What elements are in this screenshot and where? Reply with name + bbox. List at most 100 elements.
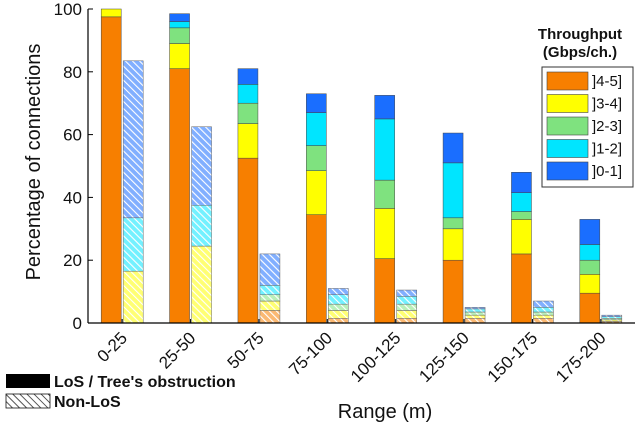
bar-los-150-175-4-5 [511,253,532,324]
bar-nlos-hatch-overlay [191,126,212,206]
bar-los-125-150-1-2 [442,162,464,219]
legend-swatch [546,139,589,158]
bar-los-150-175-0-1 [511,172,532,193]
bar-nlos-hatch-overlay [464,311,486,316]
bar-nlos-hatch-overlay [328,294,349,305]
legend-entry: ]4-5] [592,73,622,90]
bar-nlos-hatch-overlay [533,300,554,308]
bar-nlos-hatch-overlay [396,296,417,305]
bar-los-50-75-2-3 [237,102,259,124]
bar-los-0-25-3-4 [100,8,122,18]
legend-title-line1: Throughput [538,26,622,43]
los-key-swatch [6,374,50,388]
bar-nlos-hatch-overlay [328,288,349,295]
x-tick-label: 150-175 [484,328,542,386]
legend-entry: ]1-2] [592,141,622,158]
bar-los-75-100-2-3 [306,145,327,171]
bar-los-50-75-1-2 [237,84,259,104]
legend-swatch [546,94,589,113]
bar-los-50-75-4-5 [237,157,259,324]
y-tick-label: 0 [73,314,82,333]
bar-nlos-hatch-overlay [601,314,623,317]
bar-nlos-hatch-overlay [191,245,212,324]
bar-los-100-125-2-3 [374,179,395,209]
bar-nlos-hatch-overlay [191,205,212,247]
bar-nlos-hatch-overlay [533,311,554,316]
bar-los-0-25-4-5 [100,16,122,324]
bar-nlos-hatch-overlay [259,285,281,295]
bar-nlos-hatch-overlay [328,303,349,311]
y-tick-label: 60 [63,126,82,145]
pattern-key: LoS / Tree's obstruction Non-LoS [5,374,236,411]
bar-nlos-hatch-overlay [464,314,486,319]
legend-entry: ]2-3] [592,118,622,135]
bar-nlos-hatch-overlay [259,294,281,302]
bar-los-75-100-1-2 [306,112,327,146]
bar-los-175-200-1-2 [579,244,601,261]
y-axis-label: Percentage of connections [23,44,45,281]
nlos-key-label: Non-LoS [54,394,121,411]
bar-los-50-75-0-1 [237,68,259,85]
bars-layer [100,8,623,324]
bar-los-75-100-4-5 [306,214,327,324]
bar-nlos-hatch-overlay [328,310,349,319]
bar-nlos-hatch-overlay [464,318,486,324]
bar-nlos-hatch-overlay [533,314,554,319]
x-tick-label: 100-125 [347,328,405,386]
bar-los-125-150-0-1 [442,132,464,164]
bar-nlos-hatch-overlay [259,300,281,311]
bar-nlos-hatch-overlay [533,318,554,324]
legend-swatch [546,116,589,136]
bar-los-25-50-4-5 [169,68,190,324]
bar-los-150-175-2-3 [511,211,532,220]
bar-nlos-hatch-overlay [533,307,554,313]
bar-los-175-200-2-3 [579,259,601,275]
nlos-key-swatch [5,393,51,409]
x-tick-label: 0-25 [94,328,131,365]
los-key-label: LoS / Tree's obstruction [54,374,236,391]
bar-los-150-175-1-2 [511,192,532,212]
y-tick-label: 100 [54,0,82,19]
bar-los-25-50-1-2 [169,21,190,29]
bar-nlos-hatch-overlay [122,60,144,219]
bar-nlos-hatch-overlay [464,308,486,313]
bar-los-100-125-0-1 [374,95,395,120]
x-tick-label: 125-150 [415,328,473,386]
bar-los-175-200-4-5 [579,292,601,324]
legend-entry: ]0-1] [592,163,622,180]
y-tick-labels: 0 20 40 60 80 100 [54,0,93,333]
y-tick-label: 40 [63,188,82,207]
legend-entry: ]3-4] [592,96,622,113]
x-tick-label: 75-100 [285,328,336,379]
bar-nlos-hatch-overlay [122,217,144,272]
x-axis-label: Range (m) [338,401,432,423]
legend-swatch [546,161,589,181]
y-tick-label: 20 [63,251,82,270]
bar-los-100-125-4-5 [374,258,395,324]
bar-los-100-125-3-4 [374,208,395,259]
bar-los-125-150-4-5 [442,259,464,324]
bar-nlos-hatch-overlay [396,318,417,324]
bar-los-125-150-2-3 [442,217,464,230]
bar-nlos-hatch-overlay [396,303,417,311]
bar-los-25-50-2-3 [169,27,190,44]
bar-los-75-100-0-1 [306,93,327,113]
bar-los-100-125-1-2 [374,118,395,181]
x-tick-label: 175-200 [552,328,610,386]
y-tick-label: 80 [63,63,82,82]
bar-los-25-50-0-1 [169,13,190,22]
bar-los-175-200-0-1 [579,219,601,245]
bar-nlos-hatch-overlay [259,253,281,286]
legend-title-line2: (Gbps/ch.) [543,44,617,61]
bar-nlos-hatch-overlay [396,289,417,297]
legend: Throughput (Gbps/ch.) ]4-5] ]3-4] ]2-3] ]1-… [538,26,634,188]
bar-los-25-50-3-4 [169,43,190,69]
bar-nlos-hatch-overlay [259,310,281,324]
x-tick-label: 50-75 [224,328,268,372]
legend-swatch [546,71,589,91]
bar-nlos-hatch-overlay [464,307,486,310]
bar-los-50-75-3-4 [237,123,259,159]
bar-nlos-hatch-overlay [328,318,349,324]
bar-nlos-hatch-overlay [122,270,144,324]
